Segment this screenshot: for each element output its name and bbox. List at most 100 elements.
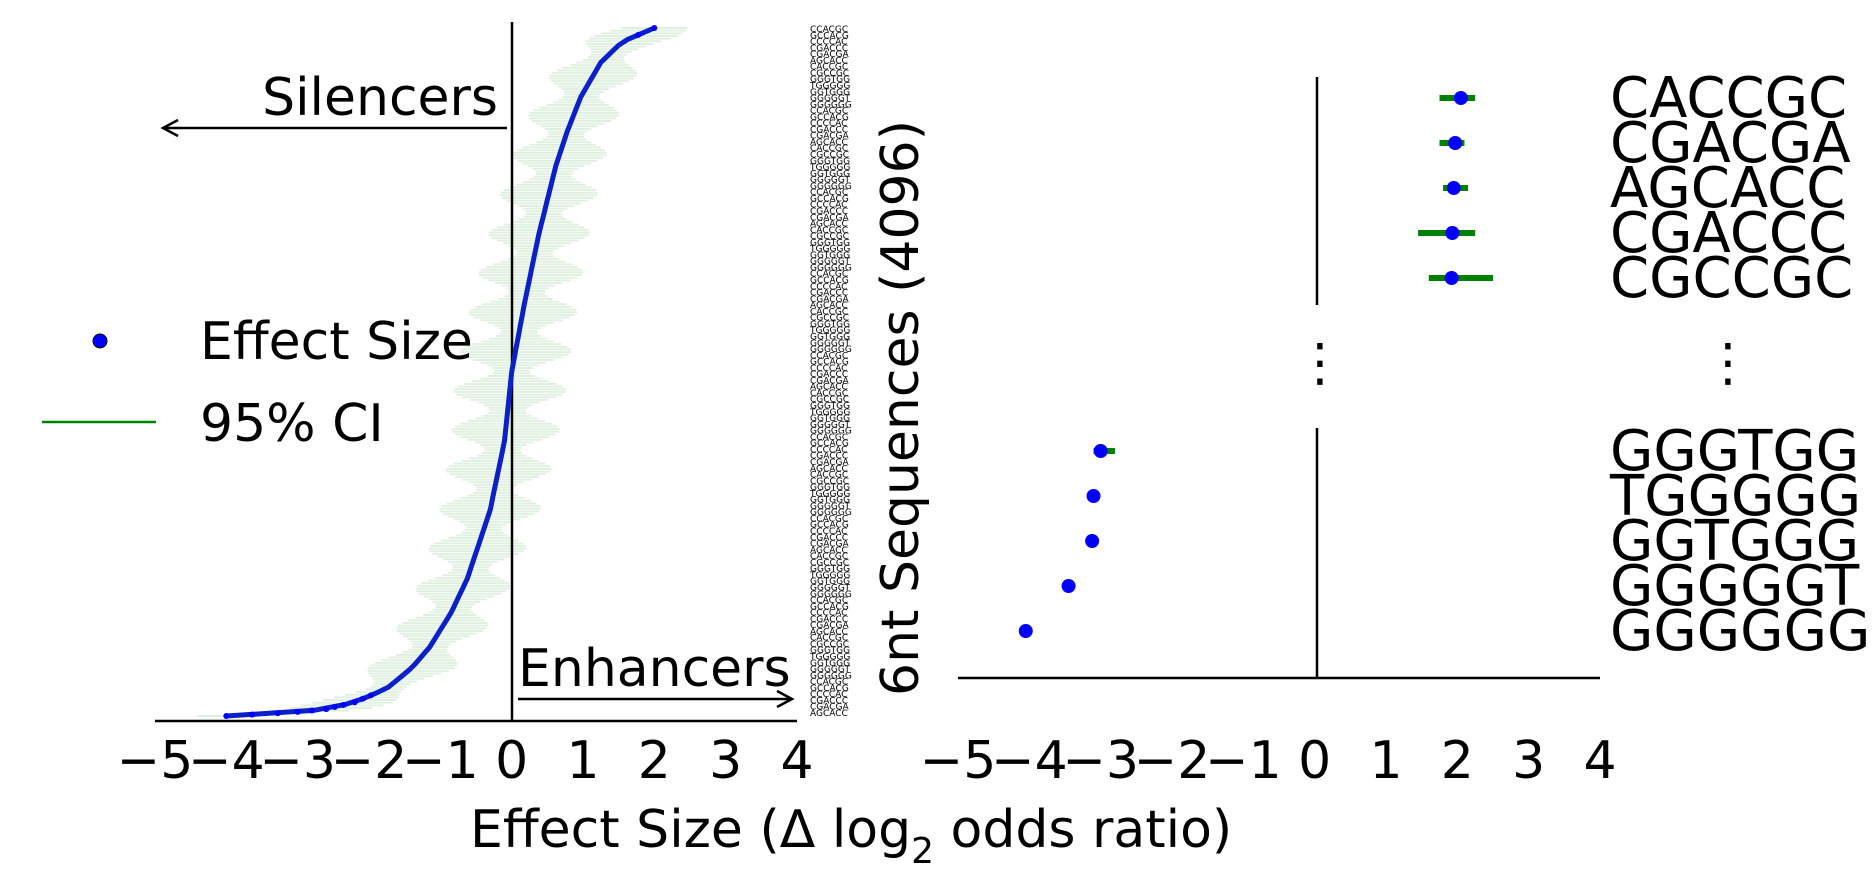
sequence-tick-label: GGTGGG [810, 659, 850, 669]
sequence-tick-label: AGCACC [810, 56, 848, 66]
sequence-tick-label: GCCACG [810, 113, 849, 123]
sequence-tick-label: TGGGGG [809, 163, 850, 173]
sequence-label: GGGGGT [1610, 554, 1860, 619]
sequence-tick-label: GGTGGG [810, 251, 850, 261]
right-x-tick-label: 2 [1441, 731, 1474, 791]
sequence-tick-label: CGACGA [810, 621, 850, 631]
sequence-tick-label: GGGGGG [810, 671, 852, 681]
sequence-tick-label: GGGGGG [810, 100, 852, 110]
effect-point [1448, 136, 1463, 150]
left-x-tick-label: 1 [566, 731, 599, 791]
sequence-tick-label: CCCCAC [810, 445, 847, 455]
sequence-tick-label: GGGGGT [810, 94, 851, 104]
sequence-tick-label: GGGGGT [810, 420, 851, 430]
sequence-tick-label: CGACCC [810, 289, 848, 299]
sequence-tick-label: CCCCAC [810, 690, 847, 700]
sequence-tick-label: GGTGGG [810, 333, 850, 343]
sequence-tick-label: GCCACG [810, 358, 849, 368]
sequence-tick-label: GGGGGT [810, 176, 851, 186]
sequence-tick-label: CGACGA [810, 295, 850, 305]
effect-point [651, 25, 658, 31]
sequence-tick-label: CGACCC [810, 44, 848, 54]
sequence-tick-label: CGACGA [810, 458, 850, 468]
effect-point [635, 31, 642, 38]
effect-point [274, 710, 281, 717]
sequence-tick-label: CGCCGC [810, 640, 849, 650]
sequence-tick-label: CCCCAC [810, 282, 847, 292]
sequence-tick-label: CCCCAC [810, 201, 847, 211]
sequence-tick-label: CGACGA [810, 376, 850, 386]
x-axis-label: Effect Size (Δ log2 odds ratio) [470, 800, 1232, 872]
sequence-tick-label: CACCGC [810, 389, 848, 399]
effect-point [1061, 579, 1076, 593]
sequence-tick-label: CCACGC [810, 25, 848, 35]
left-panel: CCACGCGCCACGCCCCACCGACCCCGACGAAGCACCCACC… [42, 22, 1232, 872]
sequence-tick-label: CGACGA [810, 703, 850, 713]
sequence-tick-label: CGACCC [810, 452, 848, 462]
sequence-tick-label: GGGGGT [810, 665, 851, 675]
sequence-tick-label: GGGTGG [810, 402, 850, 412]
sequence-tick-label: CGACCC [810, 615, 848, 625]
sequence-tick-label: TGGGGG [809, 245, 850, 255]
right-y-axis-label: 6nt Sequences (4096) [871, 120, 931, 696]
sequence-label: GGTGGG [1610, 509, 1859, 574]
left-x-tick-label: −2 [331, 731, 408, 791]
sequence-tick-label: GCCACG [810, 439, 849, 449]
sequence-tick-label: GGTGGG [810, 169, 850, 179]
sequence-label: TGGGGG [1609, 464, 1861, 529]
sequence-tick-label: CGACCC [810, 125, 848, 135]
effect-point [367, 692, 374, 699]
effect-point [351, 699, 358, 706]
effect-point [1018, 624, 1033, 638]
right-ellipsis-center: ⋮ [1294, 333, 1346, 393]
sequence-tick-label: GGGTGG [810, 75, 850, 85]
enhancers-label: Enhancers [518, 639, 791, 699]
sequence-tick-label: AGCACC [810, 546, 848, 556]
sequence-tick-label: AGCACC [810, 383, 848, 393]
sequence-label: AGCACC [1610, 156, 1845, 221]
sequence-tick-label: AGCACC [810, 138, 848, 148]
sequence-tick-label: AGCACC [810, 220, 848, 230]
enhancers-arrowhead [776, 689, 795, 709]
sequence-tick-label: AGCACC [810, 627, 848, 637]
sequence-tick-label: CACCGC [810, 634, 848, 644]
effect-point [1453, 91, 1468, 105]
sequence-tick-label: CGCCGC [810, 395, 849, 405]
left-x-tick-labels: −5−4−3−2−1 0 1 2 3 4 [117, 731, 814, 791]
left-x-tick-label: 3 [709, 731, 742, 791]
right-x-tick-label: 3 [1512, 731, 1545, 791]
sequence-tick-label: CCCCAC [810, 364, 847, 374]
silencers-label: Silencers [262, 68, 498, 128]
sequence-tick-label: CGCCGC [810, 151, 849, 161]
sequence-tick-label: CGCCGC [810, 558, 849, 568]
sequence-tick-label: CACCGC [810, 144, 848, 154]
sequence-tick-label: CCACGC [810, 596, 848, 606]
sequence-tick-label: GGTGGG [810, 496, 850, 506]
sequence-tick-label: CGACCC [810, 533, 848, 543]
silencers-arrowhead [160, 118, 179, 138]
sequence-tick-label: GGGTGG [810, 238, 850, 248]
sequence-tick-label: GGGTGG [810, 646, 850, 656]
left-effect-points [223, 25, 658, 719]
right-ellipsis-labels: ⋮ [1702, 333, 1754, 393]
sequence-tick-label: CCACGC [810, 515, 848, 525]
effect-point [249, 711, 256, 718]
sequence-tick-label: TGGGGG [809, 653, 850, 663]
sequence-tick-label: CACCGC [810, 307, 848, 317]
left-x-tick-label: −4 [188, 731, 265, 791]
effect-point [359, 695, 366, 702]
sequence-tick-label: TGGGGG [809, 326, 850, 336]
sequence-tick-label: GGGGGG [810, 182, 852, 192]
sequence-tick-label: CGACCC [810, 696, 848, 706]
sequence-tick-label: GGGGGT [810, 257, 851, 267]
left-x-tick-label: −1 [402, 731, 479, 791]
sequence-tick-label: CCACGC [810, 433, 848, 443]
sequence-tick-label: GCCACG [810, 602, 849, 612]
sequence-tick-label: GCCACG [810, 684, 849, 694]
sequence-tick-label: CCCCAC [810, 119, 847, 129]
sequence-tick-label: CCCCAC [810, 527, 847, 537]
sequence-tick-label: CCACGC [810, 270, 848, 280]
right-x-tick-label: −1 [1205, 731, 1282, 791]
right-x-tick-label: −5 [920, 731, 997, 791]
sequence-tick-label: AGCACC [810, 709, 848, 719]
